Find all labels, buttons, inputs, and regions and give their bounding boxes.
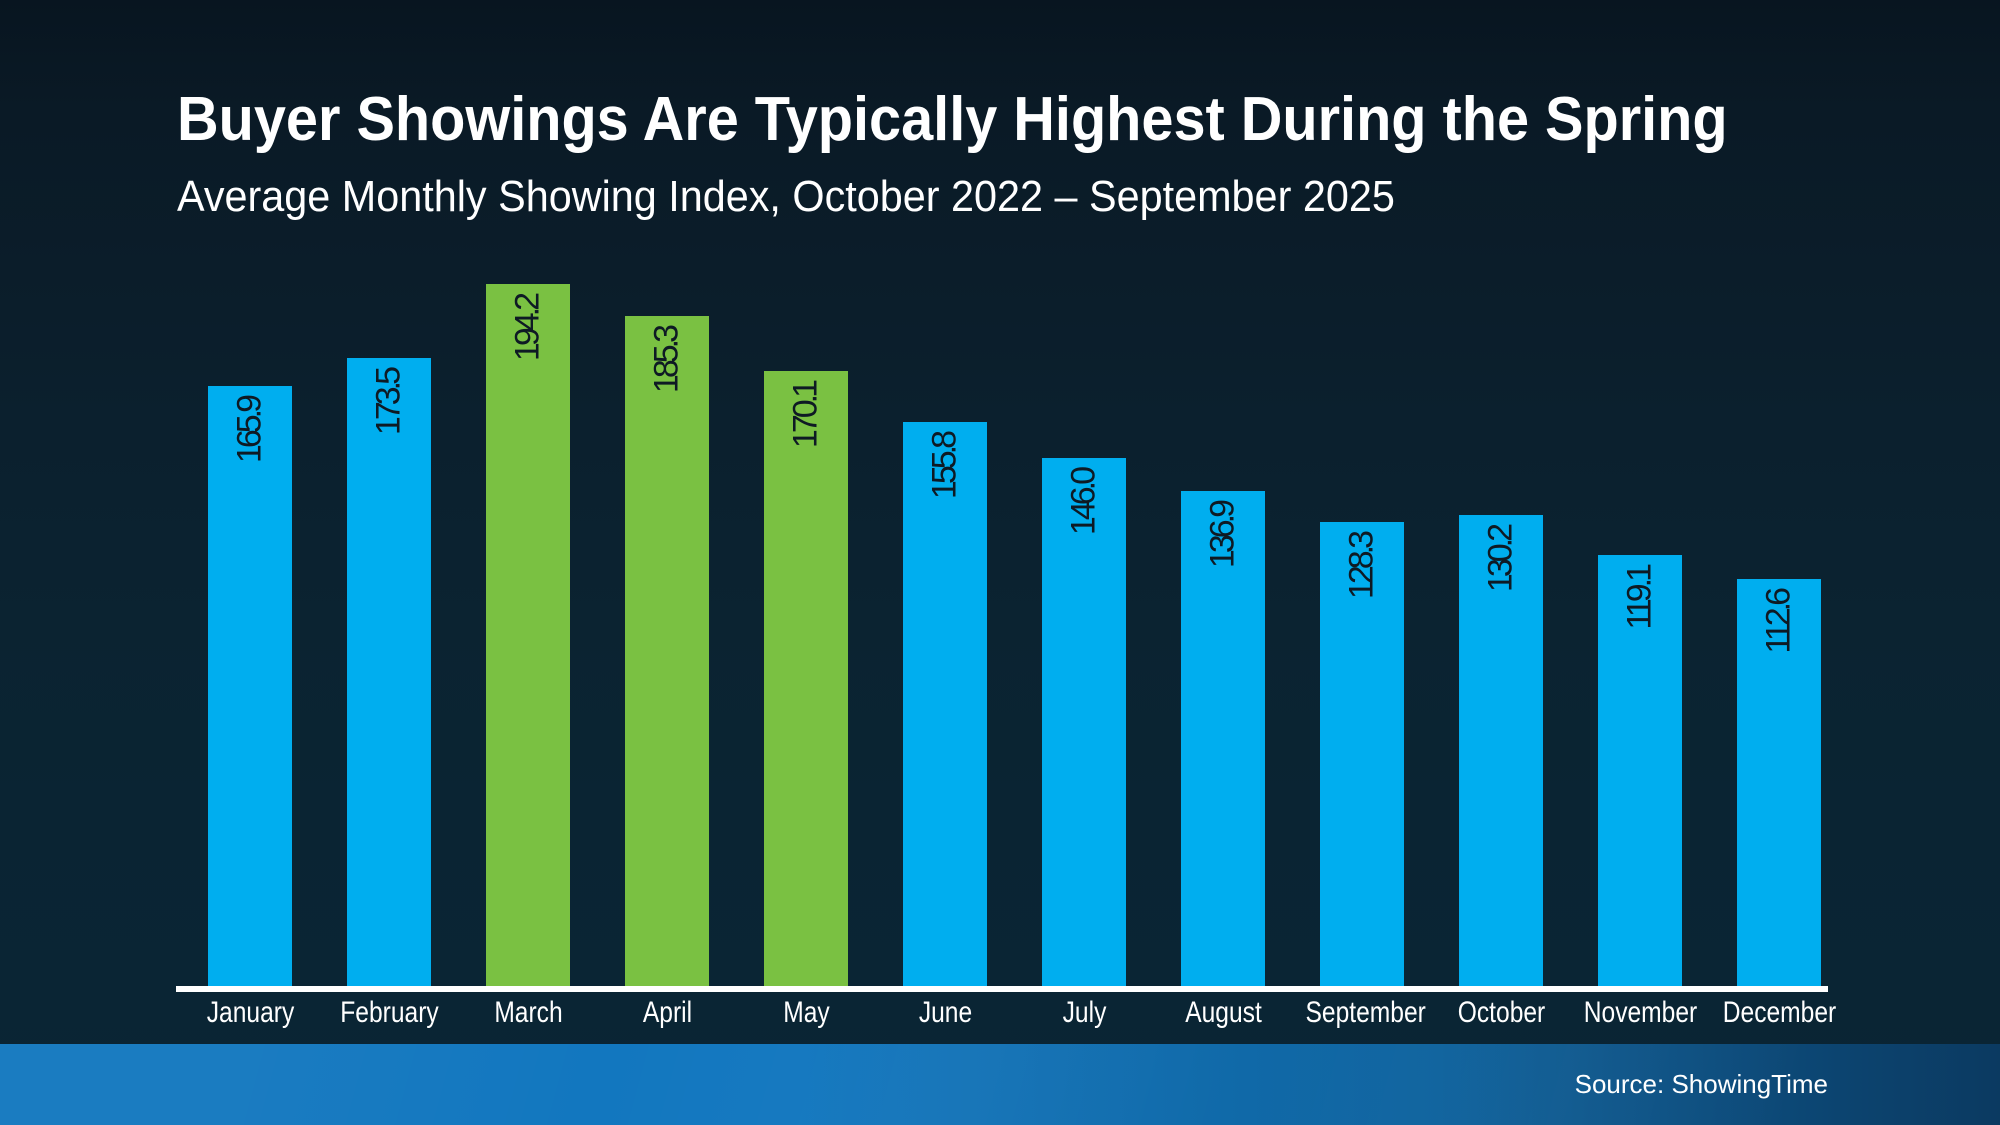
category-label-may: May <box>782 996 830 1029</box>
footer-bar: Source: ShowingTime <box>0 1044 2000 1125</box>
bar-march: 194.2 <box>486 284 570 986</box>
bar-september: 128.3 <box>1320 522 1404 986</box>
bar-value-label-june: 155.8 <box>925 434 964 500</box>
category-label-january: January <box>206 996 294 1029</box>
bar-october: 130.2 <box>1459 515 1543 986</box>
baseline-axis <box>176 986 1828 992</box>
bar-value-label-october: 130.2 <box>1481 527 1520 593</box>
bar-value-label-december: 112.6 <box>1759 591 1798 654</box>
bar-value-label-april: 185.3 <box>647 328 686 394</box>
category-label-april: April <box>642 996 692 1029</box>
category-label-september: September <box>1305 996 1426 1029</box>
bar-february: 173.5 <box>347 358 431 986</box>
bar-november: 119.1 <box>1598 555 1682 986</box>
bar-value-label-may: 170.1 <box>786 383 825 449</box>
page-subtitle: Average Monthly Showing Index, October 2… <box>177 172 1395 221</box>
bar-january: 165.9 <box>208 386 292 986</box>
bar-july: 146.0 <box>1042 458 1126 986</box>
category-label-october: October <box>1457 996 1545 1029</box>
bar-august: 136.9 <box>1181 491 1265 986</box>
bar-value-label-march: 194.2 <box>508 296 547 362</box>
bar-value-label-september: 128.3 <box>1342 534 1381 600</box>
bar-value-label-july: 146.0 <box>1064 470 1103 536</box>
bar-june: 155.8 <box>903 422 987 986</box>
category-label-june: June <box>918 996 972 1029</box>
bar-value-label-january: 165.9 <box>230 398 269 464</box>
category-label-november: November <box>1583 996 1697 1029</box>
category-label-february: February <box>339 996 439 1029</box>
page-title: Buyer Showings Are Typically Highest Dur… <box>177 85 1728 154</box>
bar-value-label-february: 173.5 <box>369 370 408 436</box>
bar-april: 185.3 <box>625 316 709 986</box>
bar-may: 170.1 <box>764 371 848 986</box>
category-label-august: August <box>1184 996 1262 1029</box>
category-label-december: December <box>1722 996 1836 1029</box>
bar-value-label-november: 119.1 <box>1620 567 1659 630</box>
category-label-march: March <box>493 996 563 1029</box>
category-label-july: July <box>1062 996 1106 1029</box>
source-credit: Source: ShowingTime <box>1574 1069 1828 1099</box>
bar-december: 112.6 <box>1737 579 1821 986</box>
bar-value-label-august: 136.9 <box>1203 503 1242 569</box>
